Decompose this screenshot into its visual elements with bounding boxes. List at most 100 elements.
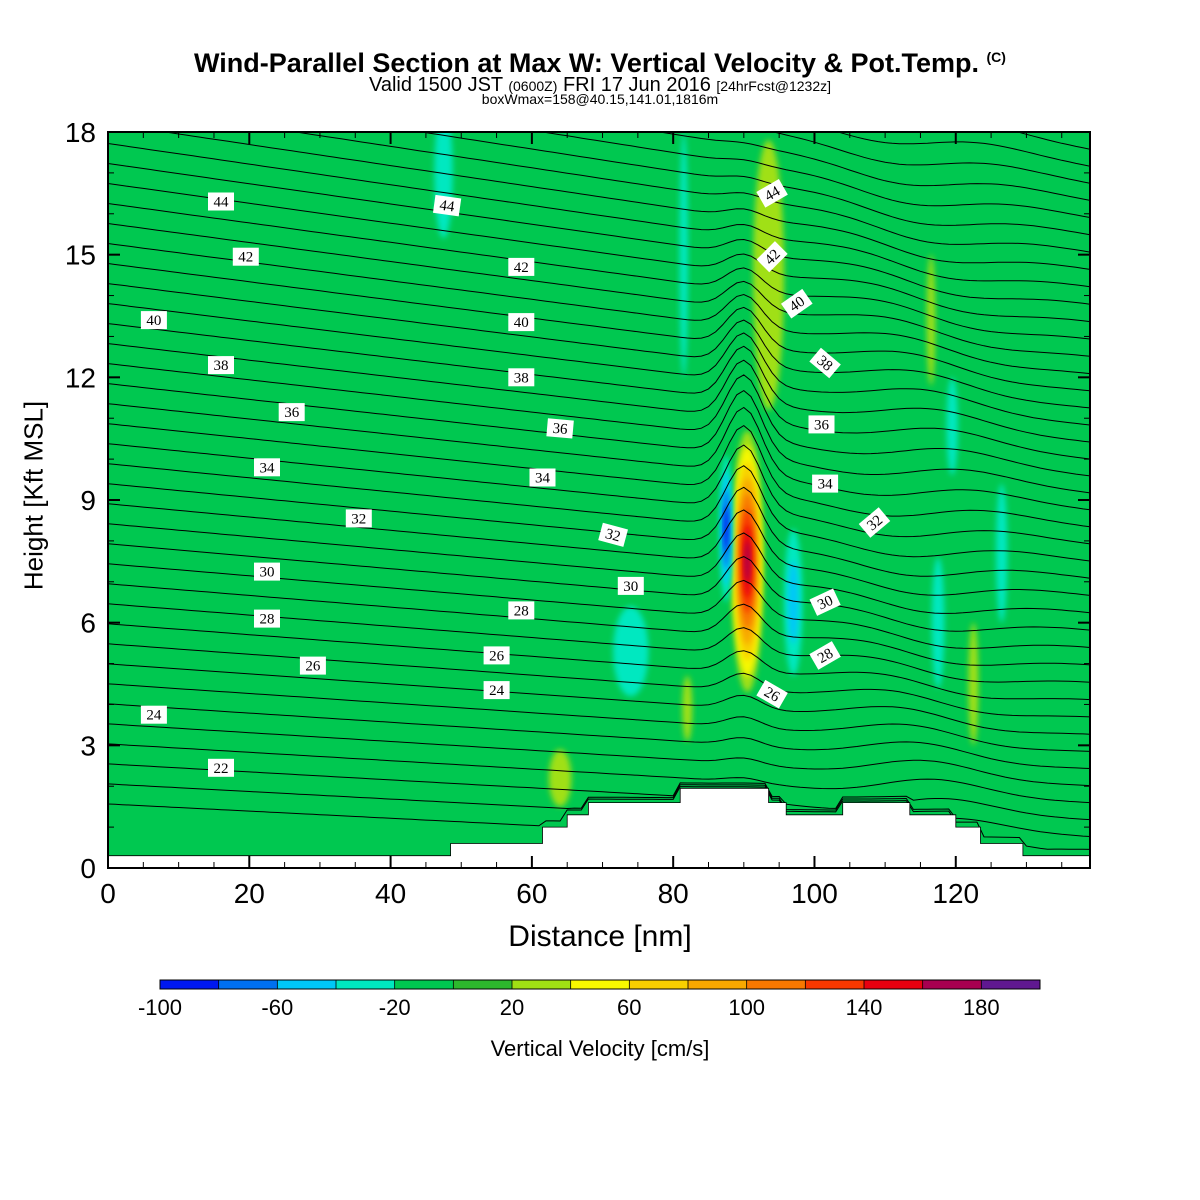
velocity-band xyxy=(613,606,649,697)
velocity-band xyxy=(682,675,693,742)
chart-title: Wind-Parallel Section at Max W: Vertical… xyxy=(0,42,1200,78)
theta-contour-line xyxy=(161,132,1090,270)
theta-contour-line xyxy=(108,663,1090,735)
contour-label-box xyxy=(508,601,535,620)
theta-contour-line xyxy=(1086,132,1090,133)
contour-label-text: 24 xyxy=(489,683,505,699)
colorbar-segment xyxy=(218,980,278,989)
theta-contour-line xyxy=(108,203,1090,340)
contour-label: 26 xyxy=(483,646,510,665)
contour-label-box xyxy=(546,418,574,439)
velocity-feature xyxy=(931,557,945,689)
contour-label-box xyxy=(432,194,462,217)
contour-label: 38 xyxy=(208,356,234,375)
velocity-feature xyxy=(926,254,936,386)
theta-contour-line xyxy=(108,263,1090,392)
theta-contour-line xyxy=(108,0,1090,81)
theta-contour-line xyxy=(108,763,1090,821)
potential-temperature-contours xyxy=(108,0,1090,850)
theta-contour-line xyxy=(108,683,1090,752)
contour-label: 24 xyxy=(483,681,510,700)
colorbar-segment xyxy=(160,980,220,989)
colorbar-segment xyxy=(277,980,337,989)
theta-contour-line xyxy=(418,132,1090,236)
x-tick-label: 120 xyxy=(932,878,979,909)
contour-label: 42 xyxy=(508,257,535,276)
contour-label-box xyxy=(254,458,280,477)
colorbar-segment xyxy=(981,980,1041,989)
theta-contour-line xyxy=(108,303,1090,426)
plot-background xyxy=(108,132,1090,868)
velocity-feature xyxy=(682,675,693,742)
contour-label: 32 xyxy=(858,507,891,538)
valid-date: FRI 17 Jun 2016 xyxy=(562,74,711,96)
theta-contour-line xyxy=(539,132,1090,218)
theta-contour-line xyxy=(108,163,1090,305)
contour-label: 36 xyxy=(546,418,574,439)
contour-label-text: 26 xyxy=(305,659,321,675)
y-tick-label: 0 xyxy=(80,853,96,884)
velocity-feature xyxy=(613,606,649,697)
y-tick-label: 18 xyxy=(65,117,96,148)
velocity-band xyxy=(744,540,750,582)
vertical-velocity-field xyxy=(434,132,1008,807)
colorbar-tick-label: 60 xyxy=(617,995,641,1020)
y-tick-label: 12 xyxy=(65,362,96,393)
theta-contour-line xyxy=(108,786,1090,850)
contour-label: 38 xyxy=(809,347,841,379)
theta-contour-line xyxy=(108,543,1090,632)
contour-label: 28 xyxy=(809,641,841,670)
velocity-feature xyxy=(996,483,1008,623)
y-tick-label: 3 xyxy=(80,730,96,761)
contour-label: 44 xyxy=(208,192,234,211)
theta-contour-line xyxy=(108,0,1090,115)
x-tick-label: 60 xyxy=(516,878,547,909)
contour-label-box xyxy=(232,247,259,266)
colorbar-segment xyxy=(922,980,982,989)
colorbar-tick-label: -60 xyxy=(261,995,293,1020)
colorbar-label: Vertical Velocity [cm/s] xyxy=(490,1036,710,1061)
contour-label-text: 38 xyxy=(514,370,529,386)
contour-label: 34 xyxy=(254,458,280,477)
theta-contour-line xyxy=(771,132,1090,184)
contour-label: 22 xyxy=(208,758,234,777)
contour-label-text: 34 xyxy=(260,460,276,476)
contour-label-text: 26 xyxy=(489,648,505,664)
x-tick-label: 0 xyxy=(100,878,116,909)
velocity-feature xyxy=(946,377,958,476)
contour-label-box xyxy=(780,288,813,319)
theta-contour-line xyxy=(108,383,1090,494)
theta-contour-line xyxy=(108,643,1090,718)
theta-contour-line xyxy=(108,243,1090,375)
contour-label-text: 22 xyxy=(214,761,229,777)
colorbar-tick-label: 100 xyxy=(728,995,765,1020)
contour-label-text: 36 xyxy=(552,421,569,438)
theta-contour-line xyxy=(108,223,1090,357)
contour-label-box xyxy=(529,468,556,487)
y-axis-label-wrap: Height [Kft MSL] xyxy=(14,380,54,620)
contour-label: 40 xyxy=(140,311,167,330)
contour-label-text: 36 xyxy=(284,405,300,421)
contour-label-text: 44 xyxy=(214,195,230,211)
contour-label-text: 34 xyxy=(535,471,551,487)
theta-contour-line xyxy=(656,132,1090,201)
velocity-feature xyxy=(784,528,803,676)
colorbar: -100 -60 -20 20 60 100 140 180 xyxy=(138,979,1041,1020)
colorbar-segment xyxy=(805,980,865,989)
theta-contour-line xyxy=(108,623,1090,701)
contour-label-text: 30 xyxy=(815,593,835,614)
contour-label-box xyxy=(508,368,535,387)
contour-label-box xyxy=(254,609,280,628)
velocity-band xyxy=(788,560,799,644)
velocity-band xyxy=(968,622,979,746)
theta-contour-line xyxy=(108,503,1090,596)
theta-contour-line xyxy=(108,403,1090,511)
title-text: Wind-Parallel Section at Max W: Vertical… xyxy=(194,48,979,78)
contour-label: 30 xyxy=(254,562,280,581)
theta-contour-line xyxy=(108,723,1090,787)
contour-label-box xyxy=(483,681,510,700)
contour-label-box xyxy=(808,415,835,434)
forecast-info: [24hrFcst@1232z] xyxy=(716,78,831,94)
